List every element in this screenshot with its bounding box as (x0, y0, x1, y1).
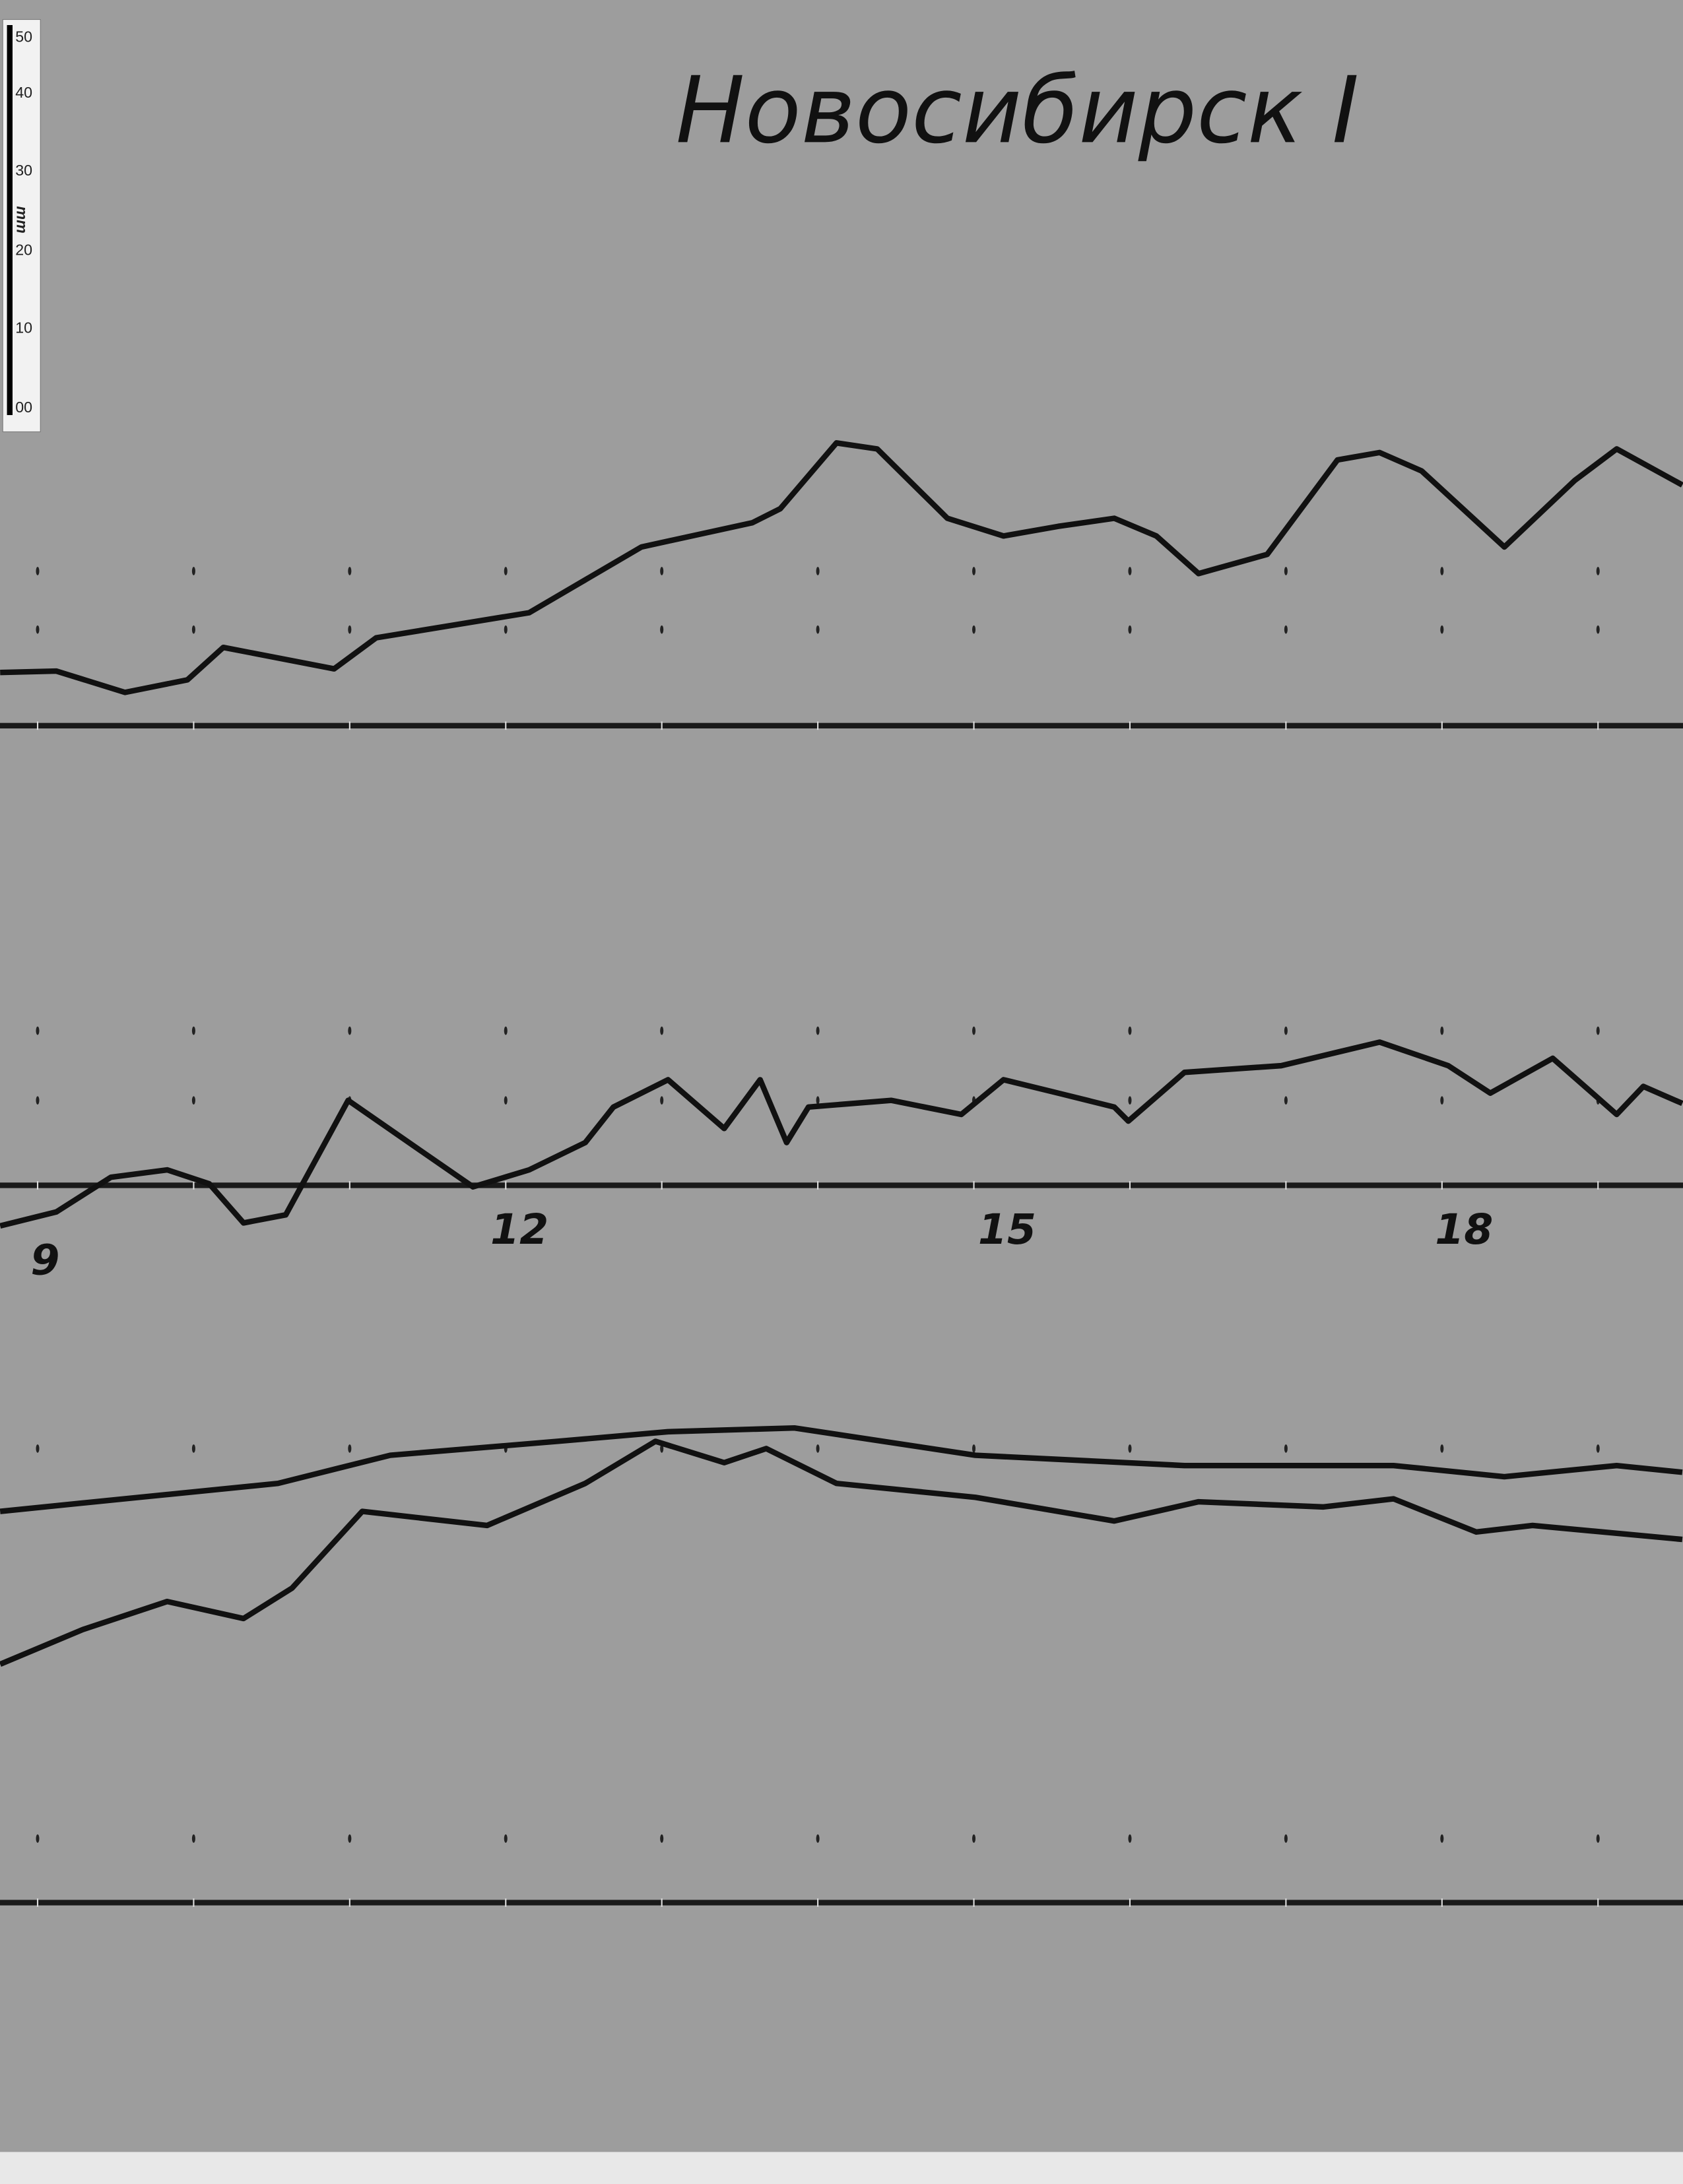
hour-mark-13 (660, 1834, 664, 1843)
hour-mark-15 (972, 625, 976, 634)
hour-mark-12 (504, 1026, 508, 1035)
panel-3-trace-1 (0, 1425, 1683, 1514)
hour-mark-17 (1284, 567, 1288, 575)
hour-mark-18 (1440, 1096, 1444, 1105)
mm-scale-ruler: 50 40 30 20 10 00 mm (2, 19, 41, 432)
hour-mark-9 (36, 1096, 40, 1105)
hour-mark-17 (1284, 1834, 1288, 1843)
panel-1-trace-1 (0, 440, 1683, 695)
hour-mark-11 (348, 1026, 352, 1035)
hour-mark-19 (1596, 1834, 1600, 1843)
hour-mark-15 (972, 1026, 976, 1035)
ruler-tick-00: 00 (15, 399, 32, 416)
hour-mark-16 (1128, 1096, 1132, 1105)
hour-mark-17 (1284, 1026, 1288, 1035)
hour-mark-14 (816, 1096, 820, 1105)
hour-mark-12 (504, 567, 508, 575)
ruler-unit: mm (13, 206, 30, 233)
hour-mark-10 (191, 1834, 195, 1843)
hour-mark-19 (1596, 625, 1600, 634)
hour-mark-9 (36, 1834, 40, 1843)
hour-mark-10 (191, 1026, 195, 1035)
panel-2-trace-1 (0, 1039, 1683, 1229)
hour-mark-13 (660, 1026, 664, 1035)
hour-mark-14 (816, 567, 820, 575)
hour-mark-10 (191, 1096, 195, 1105)
hour-mark-11 (348, 1444, 352, 1453)
hour-mark-18 (1440, 1834, 1444, 1843)
plot-area (0, 440, 1683, 1907)
hour-mark-16 (1128, 625, 1132, 634)
hour-mark-9 (36, 1444, 40, 1453)
hour-mark-10 (191, 567, 195, 575)
ruler-tick-10: 10 (15, 319, 32, 337)
hour-mark-10 (191, 1444, 195, 1453)
ruler-tick-20: 20 (15, 241, 32, 258)
hour-mark-18 (1440, 567, 1444, 575)
ruler-tick-40: 40 (15, 84, 32, 101)
ruler-tick-50: 50 (15, 28, 32, 45)
hour-mark-15 (972, 1834, 976, 1843)
hour-mark-13 (660, 625, 664, 634)
hour-mark-18 (1440, 625, 1444, 634)
hour-mark-19 (1596, 1026, 1600, 1035)
hour-mark-16 (1128, 1026, 1132, 1035)
hour-mark-15 (972, 567, 976, 575)
ruler-tick-30: 30 (15, 162, 32, 179)
hour-mark-9 (36, 625, 40, 634)
hour-mark-17 (1284, 1444, 1288, 1453)
hour-mark-18 (1440, 1026, 1444, 1035)
hour-mark-17 (1284, 1096, 1288, 1105)
x-tick-label-18: 18 (1435, 1205, 1493, 1254)
hour-mark-17 (1284, 625, 1288, 634)
hour-mark-14 (816, 1444, 820, 1453)
hour-mark-11 (348, 625, 352, 634)
hour-mark-14 (816, 1834, 820, 1843)
hour-mark-12 (504, 625, 508, 634)
hour-mark-9 (36, 1026, 40, 1035)
hour-mark-14 (816, 625, 820, 634)
hour-mark-14 (816, 1026, 820, 1035)
hour-mark-18 (1440, 1444, 1444, 1453)
hour-mark-19 (1596, 567, 1600, 575)
hour-mark-9 (36, 567, 40, 575)
hour-mark-15 (972, 1444, 976, 1453)
hour-mark-13 (660, 567, 664, 575)
hour-mark-13 (660, 1096, 664, 1105)
x-tick-label-15: 15 (978, 1205, 1036, 1254)
hour-mark-11 (348, 567, 352, 575)
hour-mark-16 (1128, 1834, 1132, 1843)
hour-mark-13 (660, 1444, 664, 1453)
hour-mark-11 (348, 1834, 352, 1843)
hour-mark-12 (504, 1834, 508, 1843)
hour-mark-19 (1596, 1444, 1600, 1453)
chart-title: Новосибирск I (676, 57, 1359, 164)
hour-mark-16 (1128, 567, 1132, 575)
x-tick-label-12: 12 (490, 1205, 548, 1254)
x-tick-label-9: 9 (30, 1236, 59, 1285)
scan-edge (0, 2152, 1683, 2184)
panel-3-trace-2 (0, 1438, 1683, 1667)
hour-mark-10 (191, 625, 195, 634)
hour-mark-16 (1128, 1444, 1132, 1453)
hour-mark-12 (504, 1096, 508, 1105)
